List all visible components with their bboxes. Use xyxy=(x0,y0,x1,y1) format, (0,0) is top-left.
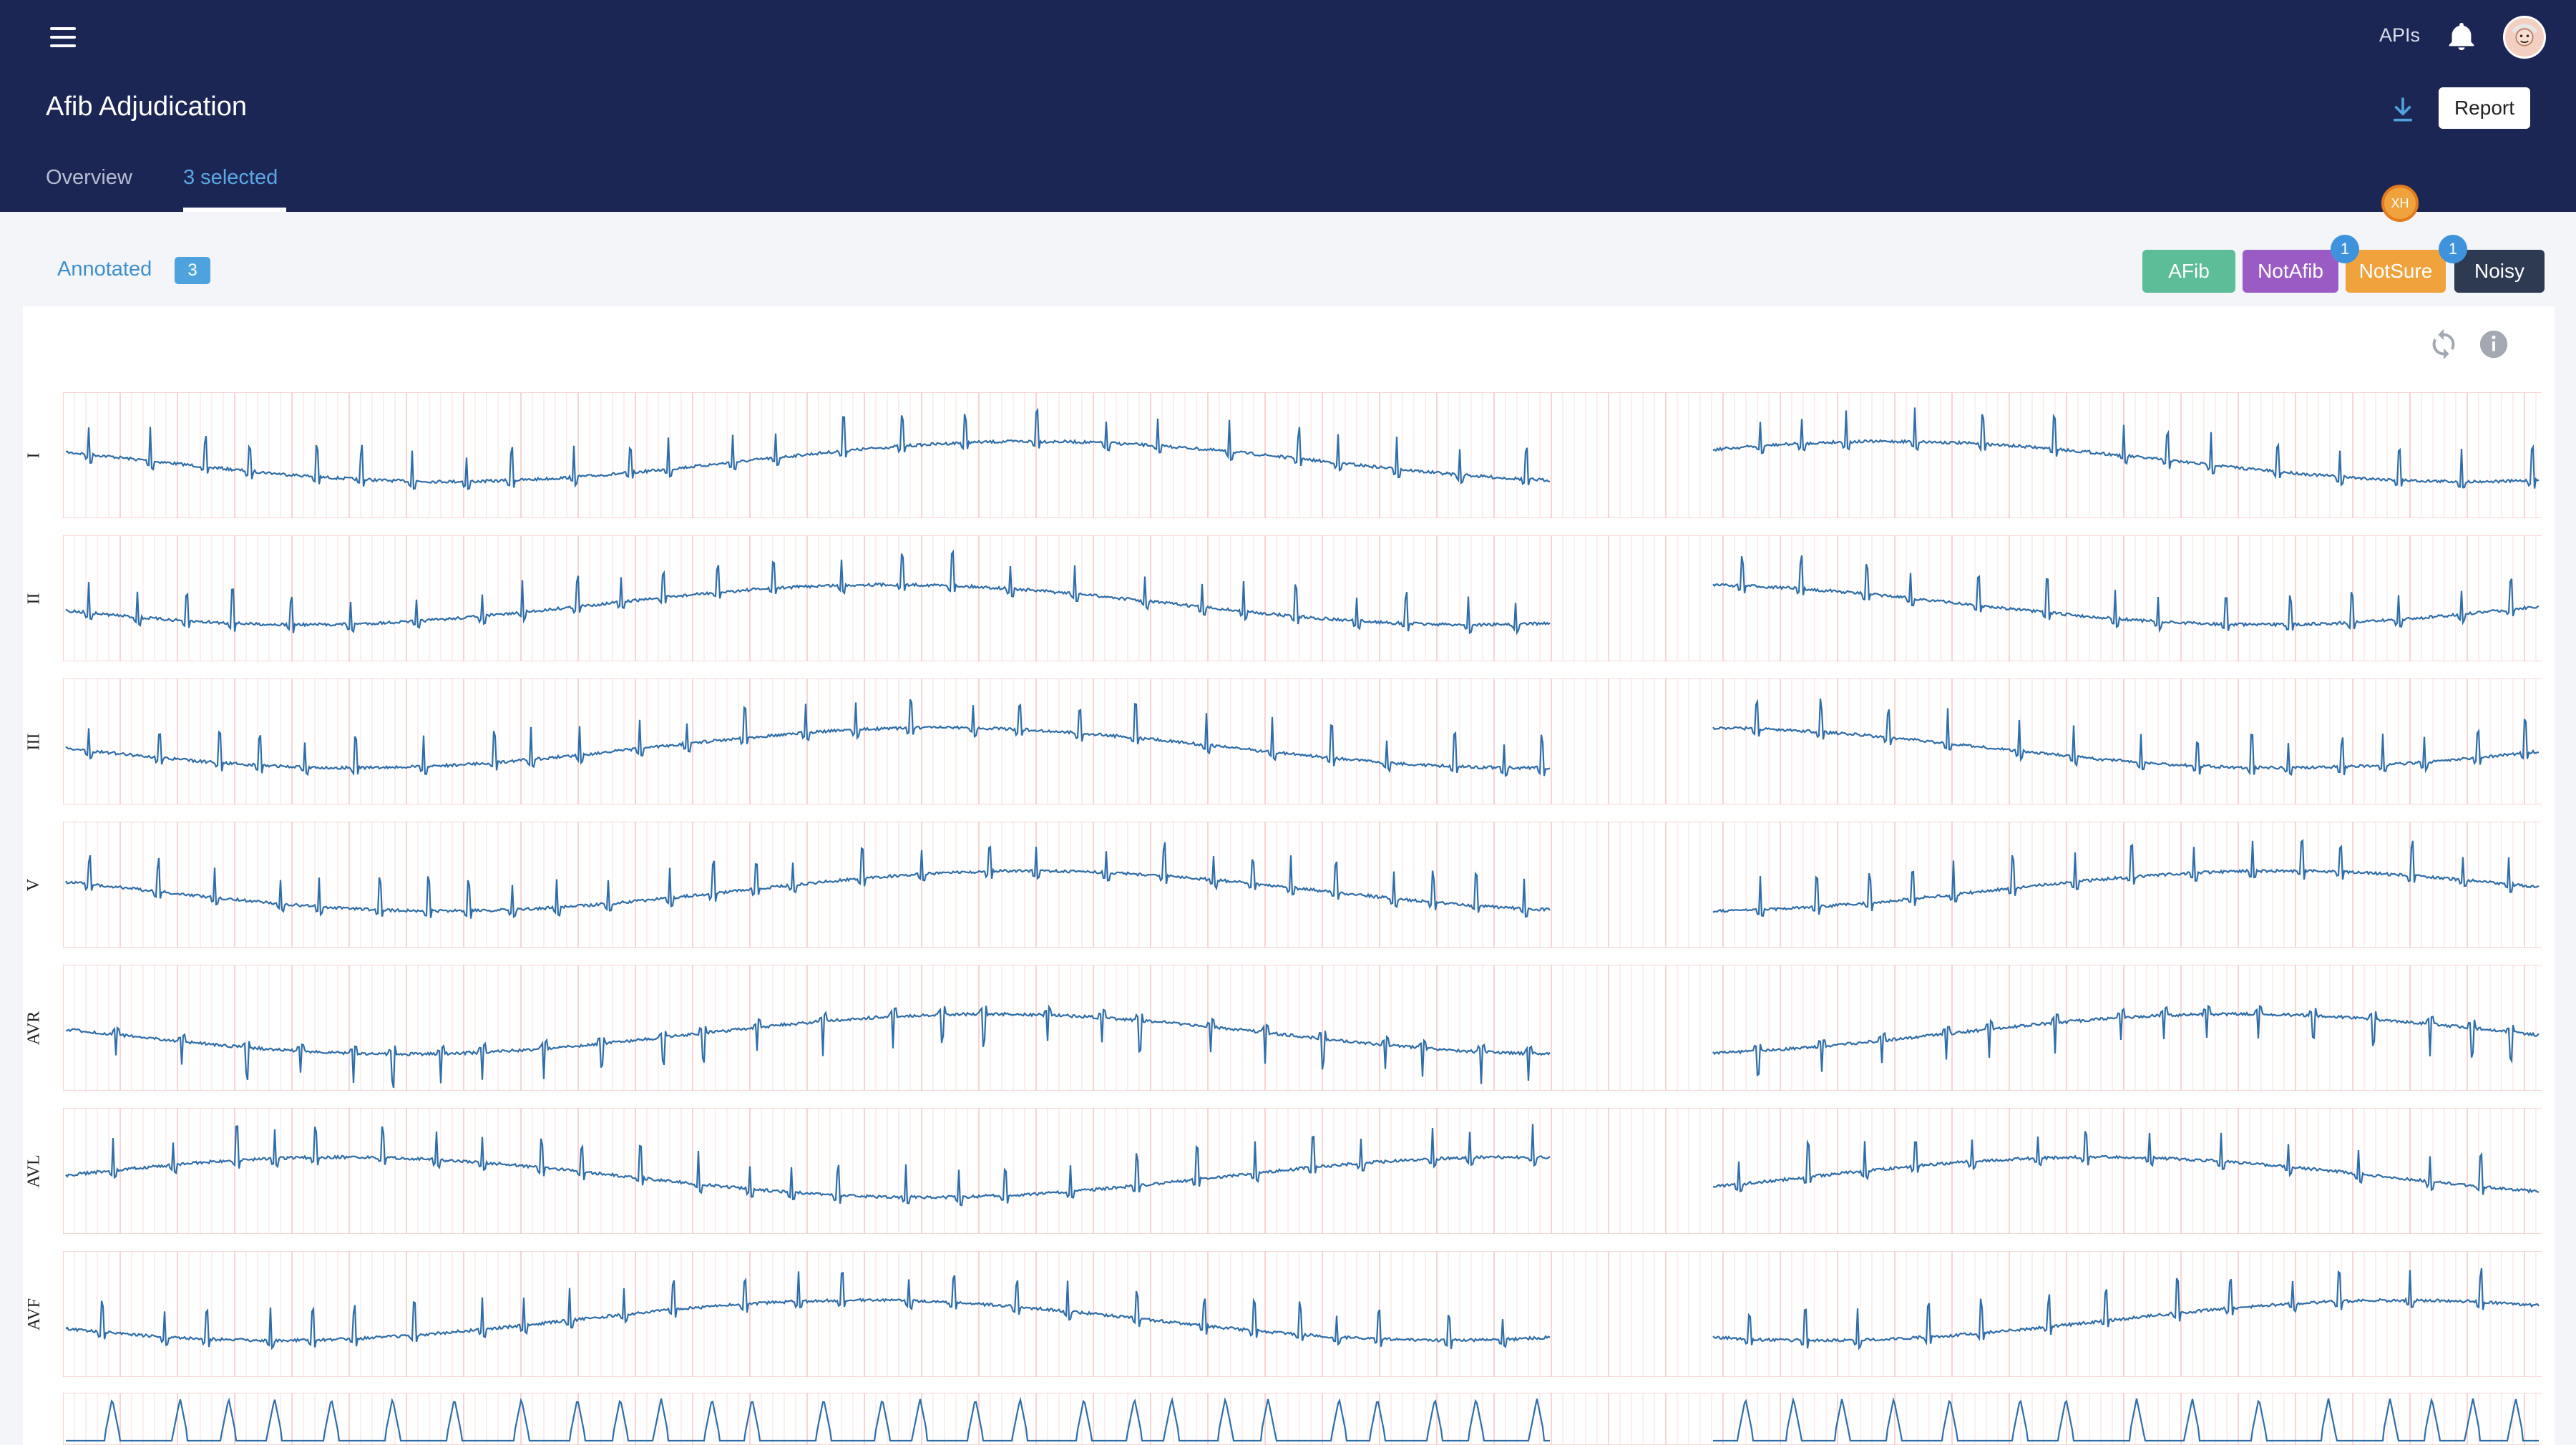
bell-icon[interactable] xyxy=(2444,20,2479,53)
tab-selected[interactable]: 3 selected xyxy=(183,166,278,189)
ecg-grid xyxy=(63,1251,2542,1377)
ecg-trace xyxy=(65,1004,1551,1089)
ecg-grid xyxy=(63,392,2542,518)
ecg-trace xyxy=(65,549,1551,636)
hamburger-menu-icon[interactable] xyxy=(43,23,83,52)
user-avatar-icon[interactable] xyxy=(2503,16,2546,59)
afib-button[interactable]: AFib xyxy=(2142,250,2235,293)
ecg-trace xyxy=(1713,1396,2539,1442)
lead-label-avl: AVL xyxy=(24,1154,44,1188)
ecg-strip-iii xyxy=(63,678,2542,804)
annotator-avatar: XH xyxy=(2381,185,2419,222)
app-header: APIs Afib Adjudication Report Overview 3… xyxy=(0,0,2576,212)
notafib-button[interactable]: NotAfib xyxy=(2243,250,2338,293)
ecg-trace xyxy=(65,1271,1551,1351)
ecg-trace xyxy=(1712,1268,2540,1351)
noisy-count-badge: 1 xyxy=(2439,235,2467,263)
ecg-trace xyxy=(65,699,1551,777)
report-button[interactable]: Report xyxy=(2438,87,2530,129)
lead-label-v: V xyxy=(24,878,44,891)
ecg-strip-ii xyxy=(63,535,2542,661)
ecg-grid xyxy=(63,535,2542,661)
ecg-trace xyxy=(1712,407,2540,489)
annotated-count-badge: 3 xyxy=(175,257,210,284)
lead-label-ii: II xyxy=(24,593,44,604)
ecg-trace xyxy=(1712,1131,2540,1195)
lead-label-iii: III xyxy=(24,733,44,750)
page-title: Afib Adjudication xyxy=(46,92,247,122)
ecg-grid xyxy=(63,1108,2542,1234)
tab-overview[interactable]: Overview xyxy=(46,166,132,189)
ecg-strip-extra xyxy=(63,1393,2542,1445)
ecg-trace xyxy=(1712,555,2540,633)
lead-label-avf: AVF xyxy=(24,1298,44,1330)
ecg-grid xyxy=(63,678,2542,804)
ecg-strip-avf xyxy=(63,1251,2542,1377)
ecg-trace xyxy=(65,842,1551,919)
ecg-trace xyxy=(66,1396,1550,1442)
refresh-icon[interactable] xyxy=(2427,328,2460,361)
apis-link[interactable]: APIs xyxy=(2379,24,2420,46)
ecg-trace xyxy=(1712,839,2540,917)
ecg-panel xyxy=(23,306,2555,1445)
lead-label-i: I xyxy=(24,452,44,458)
annotated-link[interactable]: Annotated xyxy=(57,258,152,281)
info-icon[interactable] xyxy=(2477,328,2510,361)
ecg-grid xyxy=(63,822,2542,948)
ecg-grid xyxy=(63,1393,2542,1445)
notsure-button[interactable]: NotSure xyxy=(2346,250,2446,293)
ecg-grid xyxy=(63,965,2542,1091)
ecg-trace xyxy=(1712,1004,2540,1077)
ecg-strip-avl xyxy=(63,1108,2542,1234)
ecg-trace xyxy=(65,1124,1551,1207)
download-icon[interactable] xyxy=(2387,93,2419,126)
noisy-button[interactable]: Noisy xyxy=(2454,250,2545,293)
lead-label-avr: AVR xyxy=(24,1011,44,1045)
active-tab-indicator xyxy=(183,208,286,212)
ecg-strip-i xyxy=(63,392,2542,518)
notsure-count-badge: 1 xyxy=(2331,235,2359,263)
ecg-trace xyxy=(65,407,1551,491)
ecg-trace xyxy=(1712,699,2540,777)
ecg-strip-v xyxy=(63,822,2542,948)
ecg-strip-avr xyxy=(63,965,2542,1091)
